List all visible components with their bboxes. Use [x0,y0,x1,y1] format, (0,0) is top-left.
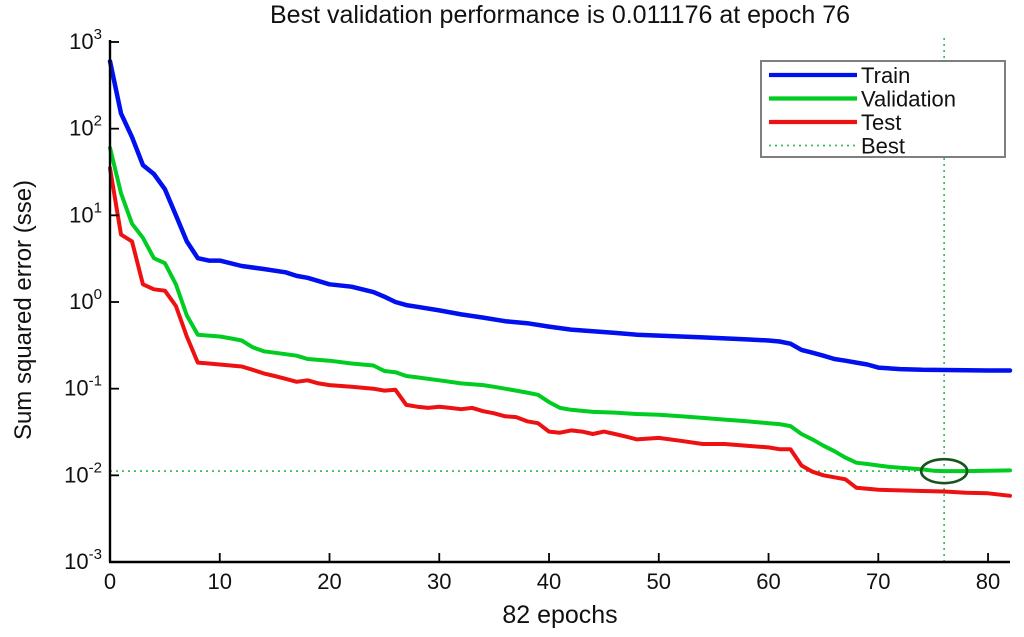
x-tick-label: 60 [756,569,780,594]
x-tick-label: 80 [976,569,1000,594]
x-tick-label: 0 [104,569,116,594]
y-tick-label: 102 [69,113,102,141]
x-tick-label: 20 [317,569,341,594]
x-tick-label: 10 [208,569,232,594]
x-tick-label: 50 [647,569,671,594]
legend-label-validation: Validation [861,87,956,112]
validation-series-line [108,145,1012,474]
y-tick-label: 10-1 [64,373,102,401]
chart-title: Best validation performance is 0.011176 … [269,1,851,29]
legend-label-test: Test [861,110,901,135]
y-axis-label: Sum squared error (sse) [10,179,37,441]
test-series-line [108,166,1012,498]
x-tick-label: 40 [537,569,561,594]
y-tick-label: 10-2 [64,459,102,487]
best-point-circle [919,457,969,485]
legend-label-train: Train [861,63,910,88]
y-tick-label: 10-3 [64,546,102,574]
y-tick-label: 101 [69,199,102,227]
x-tick-label: 70 [866,569,890,594]
y-tick-label: 103 [69,26,102,54]
x-axis-label: 82 epochs [502,601,618,629]
train-series-line [107,58,1013,373]
x-tick-label: 30 [427,569,451,594]
legend-label-best: Best [861,134,905,159]
y-tick-label: 100 [69,286,102,314]
